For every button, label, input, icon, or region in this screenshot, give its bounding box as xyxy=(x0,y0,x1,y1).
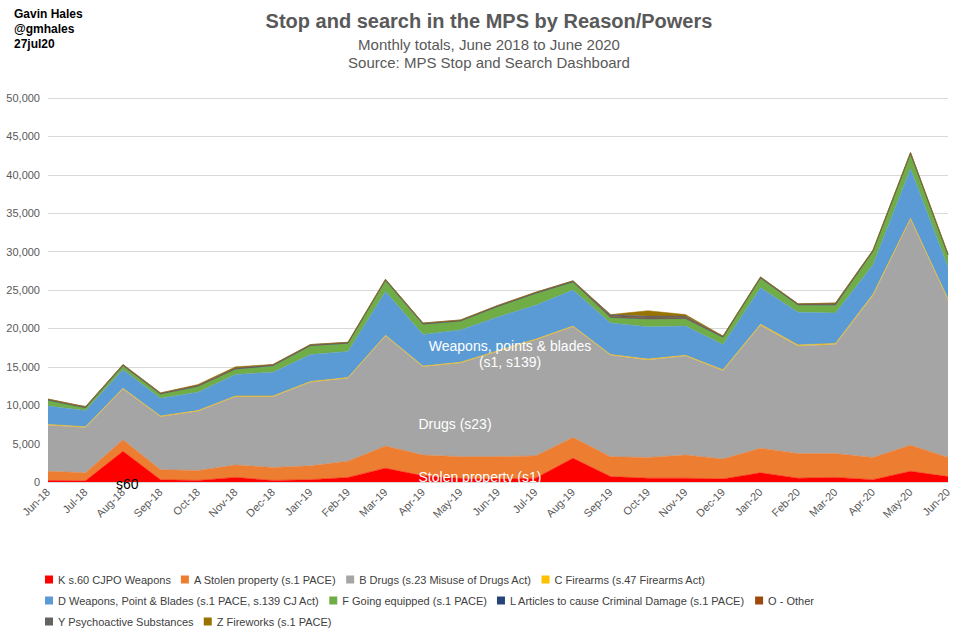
svg-text:Mar-20: Mar-20 xyxy=(807,486,840,519)
svg-text:Oct-18: Oct-18 xyxy=(170,486,202,518)
svg-text:27jul20: 27jul20 xyxy=(14,37,55,51)
svg-text:Nov-18: Nov-18 xyxy=(206,486,240,520)
svg-text:45,000: 45,000 xyxy=(6,130,40,142)
svg-text:Y Psychoactive Substances: Y Psychoactive Substances xyxy=(58,616,194,628)
svg-text:A Stolen property (s.1 PACE): A Stolen property (s.1 PACE) xyxy=(194,574,336,586)
svg-text:Oct-19: Oct-19 xyxy=(620,486,652,518)
svg-text:40,000: 40,000 xyxy=(6,169,40,181)
svg-text:B Drugs (s.23 Misuse of Drugs: B Drugs (s.23 Misuse of Drugs Act) xyxy=(359,574,531,586)
svg-text:Nov-19: Nov-19 xyxy=(656,486,690,520)
svg-text:Jan-20: Jan-20 xyxy=(733,486,765,518)
svg-text:Mar-19: Mar-19 xyxy=(357,486,390,519)
svg-text:s60: s60 xyxy=(116,476,139,492)
svg-text:Sep-19: Sep-19 xyxy=(581,486,615,520)
svg-text:5,000: 5,000 xyxy=(12,438,40,450)
svg-text:L Articles to cause Criminal D: L Articles to cause Criminal Damage (s.1… xyxy=(510,595,744,607)
svg-text:10,000: 10,000 xyxy=(6,399,40,411)
svg-text:Dec-19: Dec-19 xyxy=(694,486,728,520)
svg-text:C Firearms (s.47 Firearms Act): C Firearms (s.47 Firearms Act) xyxy=(555,574,705,586)
svg-text:Dec-18: Dec-18 xyxy=(244,486,278,520)
svg-text:Sep-18: Sep-18 xyxy=(131,485,165,520)
svg-text:0: 0 xyxy=(34,476,40,488)
svg-text:Aug-19: Aug-19 xyxy=(544,486,578,520)
svg-text:F Going equipped (s.1 PACE): F Going equipped (s.1 PACE) xyxy=(342,595,487,607)
svg-text:Gavin Hales: Gavin Hales xyxy=(14,7,83,21)
svg-text:May-20: May-20 xyxy=(880,486,914,520)
svg-text:(s1, s139): (s1, s139) xyxy=(479,354,541,370)
svg-text:15,000: 15,000 xyxy=(6,361,40,373)
svg-text:O - Other: O - Other xyxy=(768,595,814,607)
svg-text:Jun-19: Jun-19 xyxy=(470,486,502,518)
svg-text:Feb-19: Feb-19 xyxy=(319,486,352,519)
svg-text:Feb-20: Feb-20 xyxy=(769,486,802,519)
svg-text:K s.60 CJPO Weapons: K s.60 CJPO Weapons xyxy=(58,574,171,586)
svg-text:Jun-18: Jun-18 xyxy=(20,486,52,518)
svg-text:Weapons, points & blades: Weapons, points & blades xyxy=(429,338,591,354)
svg-text:35,000: 35,000 xyxy=(6,207,40,219)
svg-text:Jul-18: Jul-18 xyxy=(60,486,90,516)
svg-text:20,000: 20,000 xyxy=(6,322,40,334)
svg-text:Drugs (s23): Drugs (s23) xyxy=(418,416,491,432)
svg-text:Jan-19: Jan-19 xyxy=(283,486,315,518)
svg-text:Jun-20: Jun-20 xyxy=(920,486,952,518)
svg-text:Monthly totals, June 2018 to J: Monthly totals, June 2018 to June 2020 xyxy=(358,36,620,53)
svg-text:Source: MPS Stop and Search Da: Source: MPS Stop and Search Dashboard xyxy=(348,54,630,71)
svg-text:@gmhales: @gmhales xyxy=(14,22,75,36)
svg-text:D Weapons, Point & Blades (s.1: D Weapons, Point & Blades (s.1 PACE, s.1… xyxy=(58,595,319,607)
svg-text:Stolen property (s1): Stolen property (s1) xyxy=(419,469,542,485)
svg-text:30,000: 30,000 xyxy=(6,246,40,258)
svg-text:Stop and search in the MPS by: Stop and search in the MPS by Reason/Pow… xyxy=(266,10,713,32)
svg-text:Aug-18: Aug-18 xyxy=(93,485,128,520)
svg-text:Jul-19: Jul-19 xyxy=(510,486,540,516)
svg-text:Apr-20: Apr-20 xyxy=(845,486,877,518)
svg-text:Z Fireworks (s.1 PACE): Z Fireworks (s.1 PACE) xyxy=(217,616,332,628)
svg-text:May-19: May-19 xyxy=(430,486,464,520)
svg-text:25,000: 25,000 xyxy=(6,284,40,296)
svg-text:50,000: 50,000 xyxy=(6,92,40,104)
svg-text:Apr-19: Apr-19 xyxy=(395,486,427,518)
